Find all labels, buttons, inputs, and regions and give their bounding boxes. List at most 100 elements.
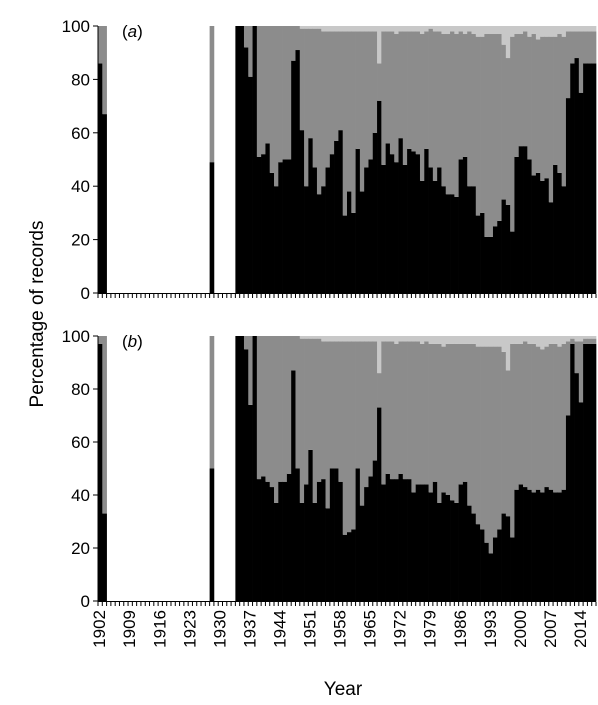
bar-segment-black bbox=[437, 167, 442, 293]
bar-segment-mid bbox=[282, 336, 288, 482]
bar-segment-mid bbox=[561, 343, 567, 490]
bar-segment-mid bbox=[471, 343, 477, 514]
bar-segment-light bbox=[505, 336, 511, 371]
bar-segment-black bbox=[342, 215, 348, 293]
bar-segment-black bbox=[535, 489, 541, 601]
bar-segment-light bbox=[304, 336, 309, 339]
bar-segment-black bbox=[338, 481, 344, 601]
bar-segment-mid bbox=[591, 338, 597, 344]
bar-segment-light bbox=[510, 26, 515, 37]
bar-segment-mid bbox=[209, 26, 215, 163]
bar-segment-mid bbox=[329, 341, 335, 469]
bar-segment-mid bbox=[304, 338, 309, 485]
bar-segment-black bbox=[557, 492, 562, 601]
bar-segment-mid bbox=[377, 373, 382, 408]
bar-segment-black bbox=[583, 63, 588, 293]
bar-segment-black bbox=[385, 473, 391, 601]
bar-segment-light bbox=[501, 336, 507, 352]
bar-segment-light bbox=[342, 26, 348, 32]
bar-segment-mid bbox=[402, 341, 408, 480]
x-tick-label: 1937 bbox=[240, 610, 259, 648]
bar-segment-mid bbox=[527, 36, 532, 160]
bar-segment-light bbox=[437, 336, 442, 344]
bar-segment-light bbox=[514, 336, 520, 344]
bar-segment-light bbox=[480, 26, 485, 37]
bar-segment-light bbox=[553, 336, 558, 344]
bar-segment-black bbox=[351, 212, 356, 293]
bar-segment-black bbox=[419, 180, 425, 293]
bar-segment-black bbox=[304, 484, 309, 601]
bar-segment-mid bbox=[256, 336, 262, 480]
y-tick-label: 0 bbox=[81, 592, 90, 611]
bar-segment-mid bbox=[261, 336, 266, 477]
bar-segment-light bbox=[458, 336, 464, 344]
chart-panel-a: 0 20 40 60 80 100 (a) bbox=[62, 17, 597, 303]
bar-segment-light bbox=[458, 26, 464, 32]
bar-segment-mid bbox=[98, 26, 103, 64]
bar-segment-light bbox=[441, 336, 447, 347]
y-tick-label: 80 bbox=[71, 380, 90, 399]
bar-segment-light bbox=[325, 336, 331, 342]
bar-segment-mid bbox=[299, 28, 305, 131]
bar-segment-black bbox=[243, 349, 249, 601]
bar-segment-light bbox=[419, 26, 425, 35]
bar-segment-black bbox=[299, 502, 305, 601]
bar-segment-black bbox=[299, 130, 305, 293]
bar-segment-mid bbox=[274, 26, 279, 187]
bar-segment-light bbox=[565, 26, 571, 32]
bar-segment-black bbox=[282, 159, 288, 293]
bar-segment-mid bbox=[587, 31, 593, 64]
bar-segment-light bbox=[583, 336, 588, 339]
bar-segment-black bbox=[561, 489, 567, 601]
bar-segment-light bbox=[531, 336, 537, 344]
bar-segment-black bbox=[304, 186, 309, 293]
bar-segment-black bbox=[467, 186, 472, 293]
bar-segment-mid bbox=[497, 34, 502, 221]
bar-segment-light bbox=[334, 26, 339, 32]
bar-segment-light bbox=[535, 336, 541, 347]
bar-segment-light bbox=[329, 336, 335, 342]
panel-label: (b) bbox=[122, 332, 143, 351]
x-tick-label: 1909 bbox=[120, 610, 139, 648]
bar-segment-black bbox=[432, 180, 438, 293]
bar-segment-black bbox=[209, 468, 215, 601]
bar-segment-black bbox=[334, 140, 339, 293]
bar-segment-mid bbox=[424, 341, 429, 485]
bar-segment-mid bbox=[347, 31, 352, 192]
bar-segment-mid bbox=[454, 343, 459, 503]
bar-segment-mid bbox=[321, 31, 326, 187]
bar-segment-mid bbox=[578, 31, 584, 93]
bar-segment-black bbox=[531, 492, 537, 601]
bar-segment-black bbox=[458, 484, 464, 601]
bar-segment-black bbox=[98, 63, 103, 293]
bar-segment-black bbox=[548, 202, 554, 293]
bar-segment-light bbox=[424, 336, 429, 342]
bar-segment-mid bbox=[445, 34, 451, 195]
bar-segment-mid bbox=[359, 341, 365, 506]
x-tick-label: 1902 bbox=[90, 610, 109, 648]
bar-segment-black bbox=[437, 502, 442, 601]
bar-segment-light bbox=[484, 336, 490, 347]
bar-segment-light bbox=[342, 336, 348, 342]
bar-segment-black bbox=[325, 508, 331, 601]
bar-segment-black bbox=[316, 481, 322, 601]
y-tick-label: 40 bbox=[71, 177, 90, 196]
bar-segment-black bbox=[578, 92, 584, 293]
bar-segment-light bbox=[488, 336, 494, 347]
bar-segment-black bbox=[256, 479, 262, 601]
bar-segment-black bbox=[441, 492, 447, 601]
bar-segment-black bbox=[428, 167, 434, 293]
bar-segment-black bbox=[553, 164, 558, 293]
bar-segment-mid bbox=[557, 34, 562, 173]
bar-segment-black bbox=[291, 370, 296, 601]
bar-segment-light bbox=[540, 336, 545, 350]
bar-segment-black bbox=[527, 159, 532, 293]
bar-segment-light bbox=[450, 26, 455, 32]
bar-segment-mid bbox=[510, 343, 515, 538]
bar-segment-light bbox=[574, 336, 580, 342]
bar-segment-black bbox=[419, 484, 425, 601]
bar-segment-light bbox=[583, 26, 588, 32]
bar-segment-mid bbox=[467, 343, 472, 506]
bar-segment-mid bbox=[480, 36, 485, 213]
